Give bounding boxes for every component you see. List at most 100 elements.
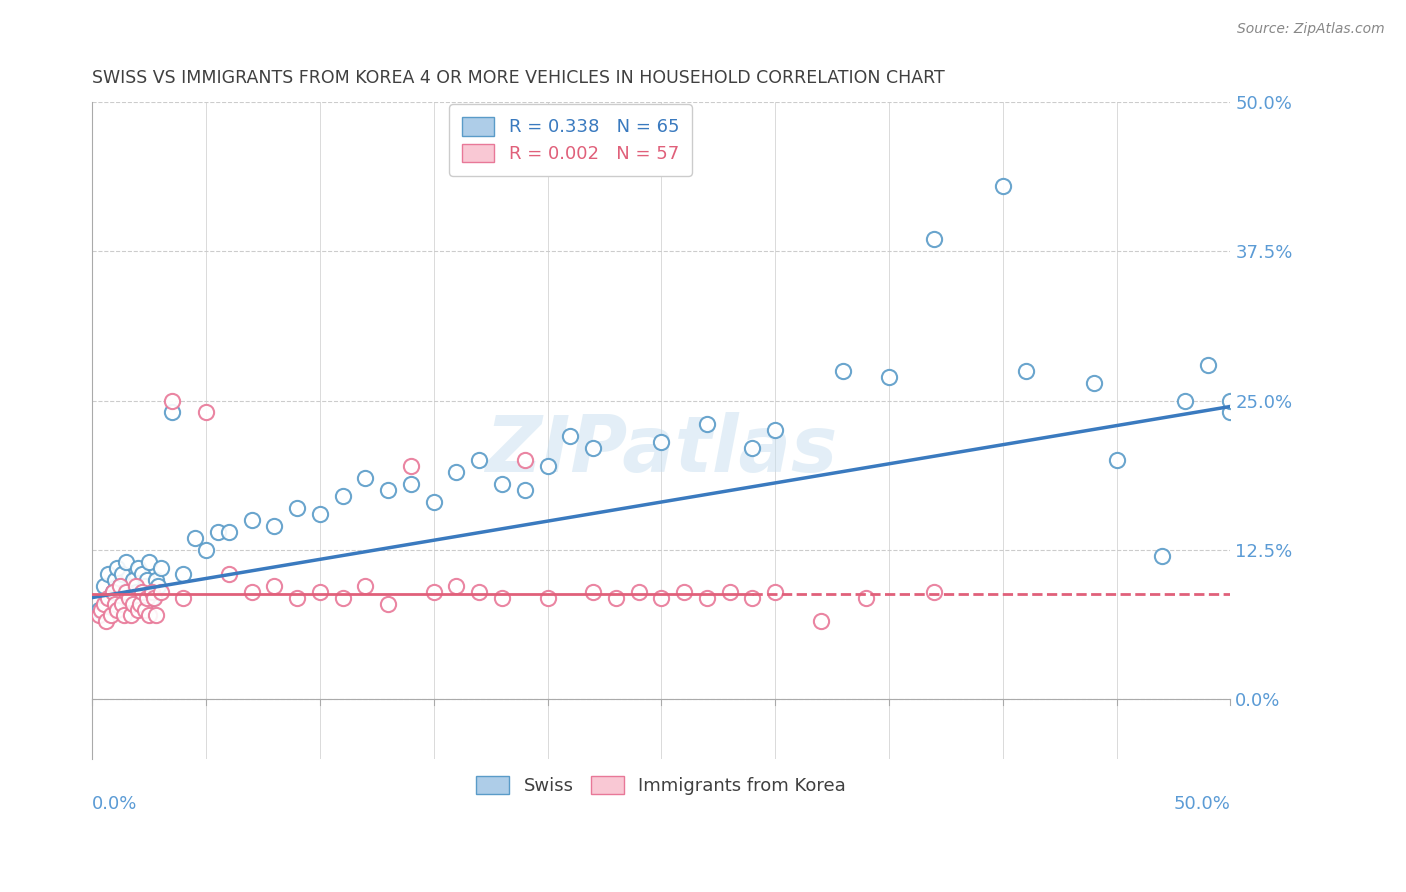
Point: [924, 584, 946, 599]
Legend: Swiss, Immigrants from Korea: Swiss, Immigrants from Korea: [470, 769, 853, 802]
Point: [377, 483, 399, 497]
Point: [491, 591, 513, 605]
Point: [377, 597, 399, 611]
Point: [93, 579, 115, 593]
Point: [138, 555, 160, 569]
Point: [89, 608, 111, 623]
Point: [696, 591, 718, 605]
Point: [832, 364, 855, 378]
Point: [399, 459, 422, 474]
Point: [1014, 364, 1036, 378]
Point: [422, 495, 444, 509]
Point: [218, 566, 240, 581]
Point: [1083, 376, 1105, 390]
Point: [446, 579, 468, 593]
Point: [763, 423, 786, 437]
Point: [94, 615, 117, 629]
Point: [650, 435, 672, 450]
Point: [149, 560, 172, 574]
Point: [148, 579, 170, 593]
Point: [332, 591, 354, 605]
Point: [582, 442, 605, 456]
Point: [240, 513, 263, 527]
Point: [127, 560, 149, 574]
Point: [741, 591, 763, 605]
Point: [97, 591, 120, 605]
Point: [129, 597, 152, 611]
Point: [120, 608, 142, 623]
Point: [605, 591, 627, 605]
Point: [877, 369, 900, 384]
Point: [285, 591, 308, 605]
Point: [160, 393, 183, 408]
Point: [422, 584, 444, 599]
Point: [468, 453, 491, 467]
Point: [104, 573, 127, 587]
Point: [141, 584, 163, 599]
Point: [263, 519, 285, 533]
Point: [991, 178, 1014, 193]
Point: [207, 524, 229, 539]
Point: [184, 531, 207, 545]
Point: [536, 591, 558, 605]
Point: [122, 597, 145, 611]
Point: [1174, 393, 1197, 408]
Point: [118, 591, 141, 605]
Point: [101, 584, 124, 599]
Point: [108, 579, 131, 593]
Point: [111, 597, 134, 611]
Point: [172, 566, 194, 581]
Text: Source: ZipAtlas.com: Source: ZipAtlas.com: [1237, 22, 1385, 37]
Point: [763, 584, 786, 599]
Point: [120, 579, 142, 593]
Point: [1219, 393, 1241, 408]
Point: [513, 453, 536, 467]
Point: [491, 477, 513, 491]
Point: [446, 465, 468, 479]
Point: [108, 579, 131, 593]
Point: [582, 584, 605, 599]
Point: [145, 573, 167, 587]
Point: [101, 584, 124, 599]
Point: [105, 602, 128, 616]
Point: [924, 232, 946, 246]
Text: ZIPatlas: ZIPatlas: [485, 412, 838, 488]
Point: [1219, 405, 1241, 419]
Point: [104, 597, 127, 611]
Point: [354, 471, 377, 485]
Point: [94, 597, 117, 611]
Point: [354, 579, 377, 593]
Point: [696, 417, 718, 432]
Point: [673, 584, 696, 599]
Point: [131, 566, 153, 581]
Point: [1197, 358, 1219, 372]
Point: [134, 579, 156, 593]
Point: [195, 405, 218, 419]
Point: [240, 584, 263, 599]
Point: [112, 584, 135, 599]
Point: [142, 584, 165, 599]
Point: [129, 597, 152, 611]
Point: [134, 602, 156, 616]
Point: [627, 584, 650, 599]
Point: [89, 602, 111, 616]
Text: 0.0%: 0.0%: [93, 795, 138, 813]
Point: [309, 584, 332, 599]
Point: [124, 579, 146, 593]
Point: [136, 573, 159, 587]
Text: 50.0%: 50.0%: [1174, 795, 1230, 813]
Point: [138, 608, 160, 623]
Point: [160, 405, 183, 419]
Point: [93, 597, 115, 611]
Point: [149, 584, 172, 599]
Point: [142, 591, 165, 605]
Point: [855, 591, 877, 605]
Point: [97, 566, 120, 581]
Point: [145, 608, 167, 623]
Point: [195, 542, 218, 557]
Point: [718, 584, 741, 599]
Point: [513, 483, 536, 497]
Point: [118, 591, 141, 605]
Point: [111, 566, 134, 581]
Point: [122, 573, 145, 587]
